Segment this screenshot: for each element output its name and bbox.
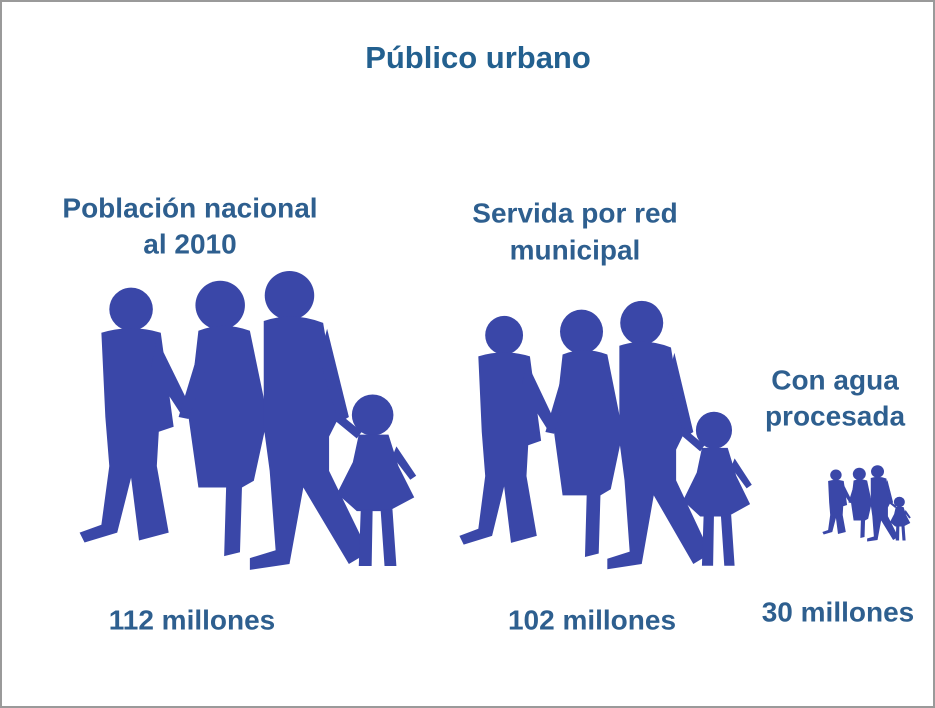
group-value: 112 millones	[109, 604, 276, 635]
group-value: 30 millones	[762, 596, 915, 627]
group-label: procesada	[765, 400, 905, 431]
group-label: Con agua	[771, 364, 899, 395]
infographic: Público urbano Población nacional al 201…	[0, 0, 935, 708]
group-label: Servida por red	[472, 197, 677, 228]
group-label: municipal	[510, 234, 641, 265]
group-label: al 2010	[143, 228, 236, 259]
title: Público urbano	[365, 40, 591, 75]
group-label: Población nacional	[62, 192, 317, 223]
page: {"header": {"title": "Público urbano"}, …	[0, 0, 935, 708]
group-value: 102 millones	[508, 604, 676, 635]
